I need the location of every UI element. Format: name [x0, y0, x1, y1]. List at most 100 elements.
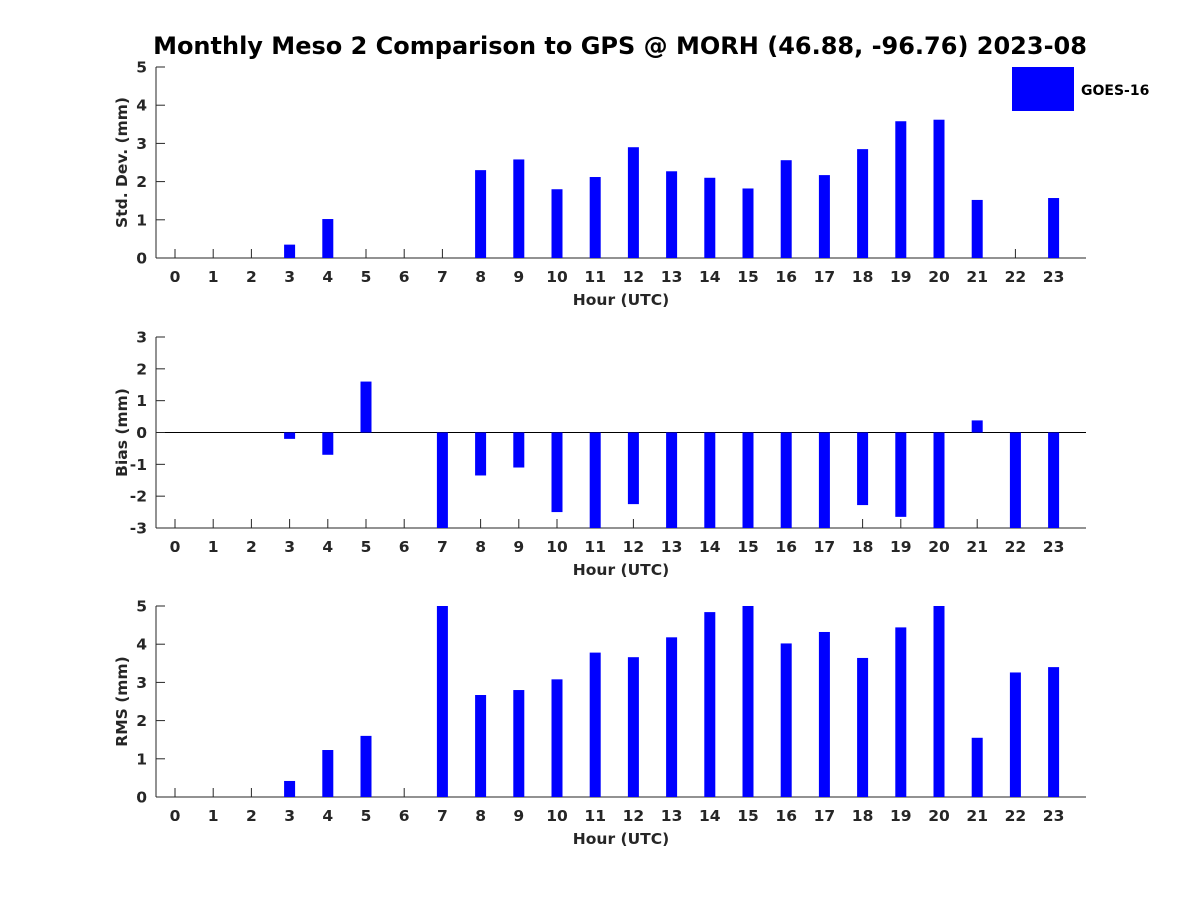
bias-x-tick-label: 22: [1005, 538, 1027, 556]
rms-x-tick-label: 18: [852, 807, 874, 825]
bias-bar-15: [742, 432, 754, 528]
stddev-x-tick-label: 4: [322, 268, 333, 286]
rms-x-axis-label: Hour (UTC): [573, 830, 669, 848]
stddev-bar-13: [666, 171, 678, 258]
stddev-x-tick-label: 5: [361, 268, 372, 286]
stddev-x-tick-label: 9: [513, 268, 524, 286]
rms-x-tick-label: 21: [966, 807, 988, 825]
rms-x-tick-label: 13: [661, 807, 683, 825]
rms-x-tick-label: 12: [623, 807, 645, 825]
rms-bar-23: [1048, 667, 1060, 797]
rms-x-tick-label: 2: [246, 807, 257, 825]
legend: GOES-16: [1012, 67, 1149, 111]
stddev-y-tick-label: 0: [136, 250, 147, 268]
rms-x-tick-label: 15: [737, 807, 759, 825]
stddev-y-tick-label: 4: [136, 97, 147, 115]
bias-x-tick-label: 9: [513, 538, 524, 556]
bias-bar-7: [436, 432, 448, 528]
rms-bar-15: [742, 606, 754, 797]
stddev-y-tick-label: 3: [136, 135, 147, 153]
bias-x-tick-label: 4: [322, 538, 333, 556]
stddev-x-tick-label: 8: [475, 268, 486, 286]
rms-bar-18: [857, 657, 869, 797]
rms-x-tick-label: 17: [814, 807, 836, 825]
stddev-x-tick-label: 23: [1043, 268, 1065, 286]
bias-bar-19: [895, 432, 907, 517]
bias-bar-16: [780, 432, 792, 528]
stddev-x-tick-label: 17: [814, 268, 836, 286]
rms-x-tick-label: 0: [170, 807, 181, 825]
chart-title: Monthly Meso 2 Comparison to GPS @ MORH …: [153, 32, 1087, 60]
bias-x-tick-label: 5: [361, 538, 372, 556]
bias-bar-22: [1009, 432, 1021, 528]
stddev-y-tick-label: 1: [136, 211, 147, 229]
bias-x-tick-label: 3: [284, 538, 295, 556]
rms-y-tick-label: 1: [136, 750, 147, 768]
rms-bar-9: [513, 690, 525, 797]
bias-x-tick-label: 1: [208, 538, 219, 556]
rms-bar-5: [360, 735, 372, 797]
stddev-x-tick-label: 6: [399, 268, 410, 286]
stddev-bar-4: [322, 219, 334, 258]
stddev-x-tick-label: 11: [584, 268, 606, 286]
stddev-x-tick-label: 1: [208, 268, 219, 286]
stddev-x-tick-label: 22: [1005, 268, 1027, 286]
rms-x-tick-label: 19: [890, 807, 912, 825]
rms-x-tick-label: 20: [928, 807, 950, 825]
stddev-x-tick-label: 10: [546, 268, 568, 286]
rms-y-tick-label: 3: [136, 674, 147, 692]
stddev-x-tick-label: 0: [170, 268, 181, 286]
stddev-bar-17: [818, 175, 830, 258]
bias-bar-10: [551, 432, 563, 513]
rms-y-tick-label: 5: [136, 598, 147, 616]
rms-y-tick-label: 0: [136, 789, 147, 807]
bias-x-tick-label: 18: [852, 538, 874, 556]
bias-bar-3: [284, 432, 296, 439]
rms-bar-8: [475, 695, 487, 797]
bias-x-tick-label: 10: [546, 538, 568, 556]
rms-x-tick-label: 1: [208, 807, 219, 825]
rms-y-axis-label: RMS (mm): [113, 656, 131, 746]
bias-bar-11: [589, 432, 601, 528]
stddev-x-tick-label: 15: [737, 268, 759, 286]
rms-bar-4: [322, 750, 334, 797]
bias-bar-5: [360, 381, 372, 433]
stddev-bar-20: [933, 119, 945, 258]
bias-y-tick-label: 3: [136, 329, 147, 347]
bias-bar-23: [1048, 432, 1060, 528]
bias-bar-18: [857, 432, 869, 506]
rms-bar-7: [436, 606, 448, 797]
stddev-x-tick-label: 13: [661, 268, 683, 286]
rms-bar-10: [551, 679, 563, 797]
bias-bar-4: [322, 432, 334, 455]
bias-bar-13: [666, 432, 678, 528]
stddev-x-tick-label: 2: [246, 268, 257, 286]
stddev-x-tick-label: 21: [966, 268, 988, 286]
legend-swatch: [1012, 67, 1074, 111]
rms-x-tick-label: 14: [699, 807, 721, 825]
stddev-bar-8: [475, 170, 487, 258]
stddev-x-tick-label: 3: [284, 268, 295, 286]
bias-x-tick-label: 8: [475, 538, 486, 556]
bias-x-tick-label: 23: [1043, 538, 1065, 556]
stddev-bar-16: [780, 160, 792, 258]
bias-y-axis-label: Bias (mm): [113, 388, 131, 477]
bias-x-tick-label: 20: [928, 538, 950, 556]
bias-bar-8: [475, 432, 487, 476]
rms-x-tick-label: 16: [775, 807, 797, 825]
bias-x-tick-label: 12: [623, 538, 645, 556]
stddev-x-tick-label: 16: [775, 268, 797, 286]
rms-bar-20: [933, 606, 945, 797]
bias-bar-14: [704, 432, 716, 528]
stddev-y-tick-label: 5: [136, 59, 147, 77]
bias-x-tick-label: 19: [890, 538, 912, 556]
stddev-x-tick-label: 20: [928, 268, 950, 286]
rms-x-tick-label: 7: [437, 807, 448, 825]
stddev-bar-10: [551, 189, 563, 258]
stddev-x-tick-label: 7: [437, 268, 448, 286]
rms-bar-3: [284, 780, 296, 797]
stddev-x-tick-label: 14: [699, 268, 721, 286]
bias-x-tick-label: 14: [699, 538, 721, 556]
stddev-x-axis-label: Hour (UTC): [573, 291, 669, 309]
